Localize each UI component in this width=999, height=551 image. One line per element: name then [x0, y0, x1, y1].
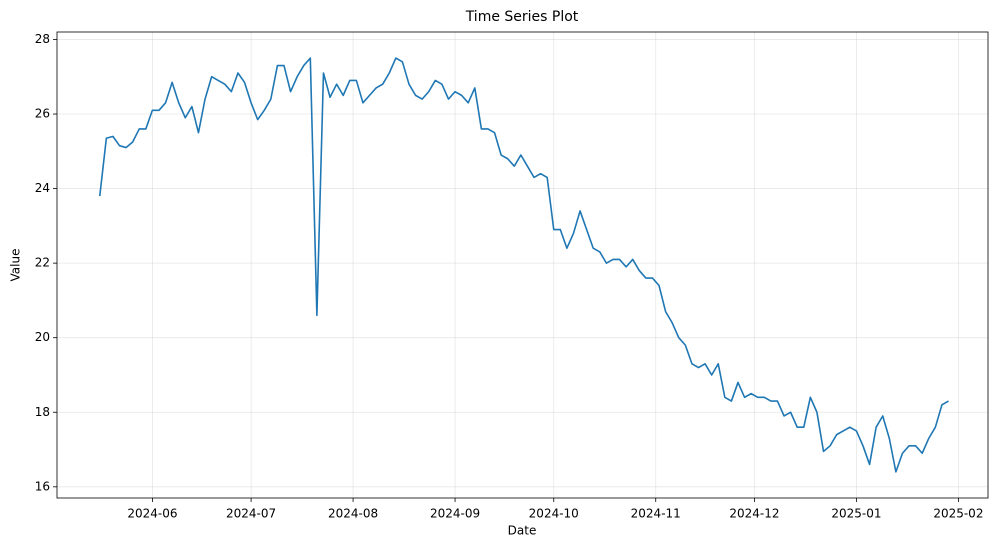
x-tick-label: 2024-09 [430, 507, 480, 521]
x-tick-label: 2024-06 [127, 507, 177, 521]
chart-title: Time Series Plot [465, 9, 579, 25]
y-tick-label: 28 [35, 32, 50, 46]
plot-frame [56, 31, 989, 499]
y-tick-label: 18 [35, 405, 50, 419]
y-axis-label: Value [9, 249, 23, 282]
x-tick-label: 2024-12 [729, 507, 779, 521]
x-tick-label: 2024-07 [226, 507, 276, 521]
y-tick-label: 24 [35, 181, 50, 195]
x-tick-label: 2025-02 [933, 507, 983, 521]
x-tick-label: 2024-08 [328, 507, 378, 521]
x-tick-label: 2024-11 [631, 507, 681, 521]
y-tick-label: 26 [35, 107, 50, 121]
y-tick-label: 16 [35, 479, 50, 493]
x-axis-label: Date [508, 524, 537, 538]
data-line [98, 57, 949, 473]
y-tick-label: 20 [35, 330, 50, 344]
y-tick-label: 22 [35, 256, 50, 270]
x-tick-label: 2025-01 [831, 507, 881, 521]
x-tick-label: 2024-10 [529, 507, 579, 521]
